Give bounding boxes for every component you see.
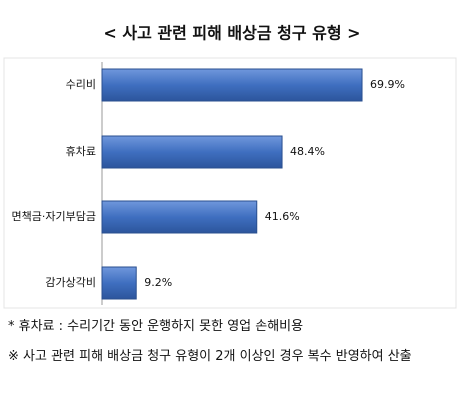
- y-tick-label: 면책금·자기부담금: [12, 210, 96, 223]
- footnote: ※ 사고 관련 피해 배상금 청구 유형이 2개 이상인 경우 복수 반영하여 …: [8, 349, 412, 364]
- bar: [101, 200, 258, 234]
- y-tick-label: 수리비: [66, 78, 96, 91]
- bar: [101, 135, 283, 169]
- data-label: 41.6%: [265, 210, 300, 223]
- data-label: 69.9%: [370, 78, 405, 91]
- bar: [101, 68, 363, 102]
- y-tick-label: 휴차료: [66, 145, 96, 158]
- footnote: * 휴차료 : 수리기간 동안 운행하지 못한 영업 손해비용: [8, 319, 304, 334]
- data-label: 9.2%: [144, 276, 172, 289]
- y-tick-label: 감가상각비: [45, 276, 96, 289]
- bar: [101, 266, 137, 300]
- chart-title: < 사고 관련 피해 배상금 청구 유형 >: [103, 24, 360, 43]
- data-label: 48.4%: [290, 145, 325, 158]
- plot-frame: [3, 57, 457, 309]
- chart: < 사고 관련 피해 배상금 청구 유형 > 수리비 69.9% 휴차료 48.4% 면…: [3, 24, 457, 309]
